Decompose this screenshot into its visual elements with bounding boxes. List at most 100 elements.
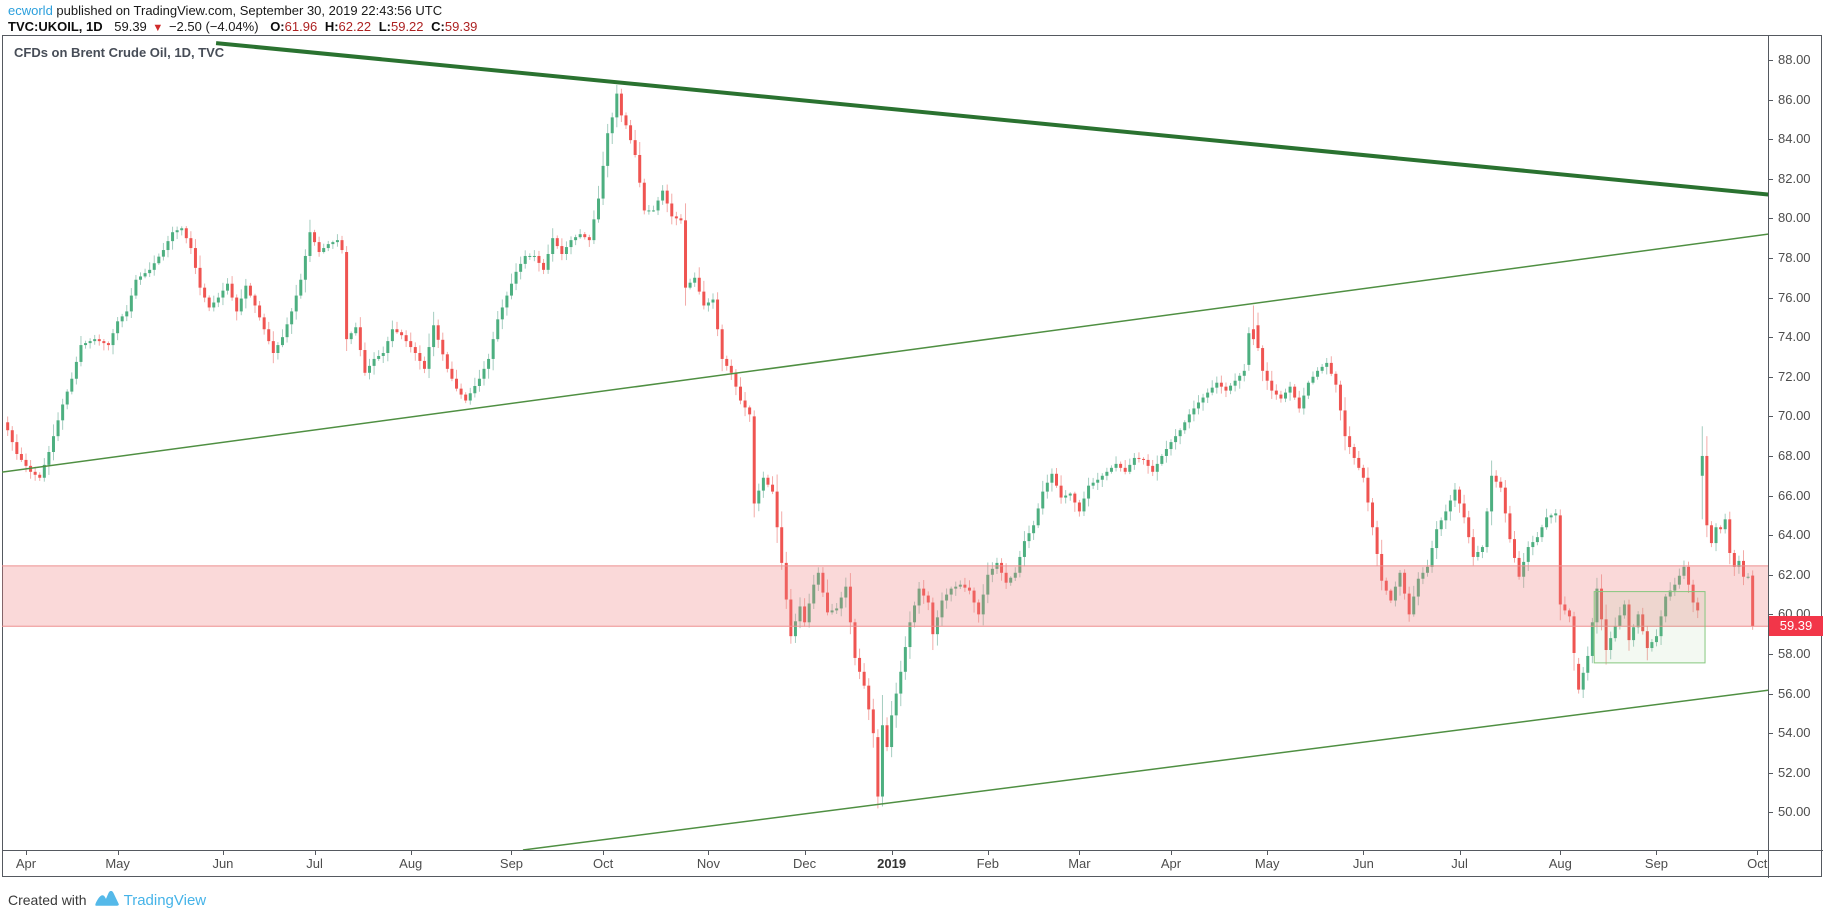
candle[interactable] [1677, 575, 1681, 585]
candle[interactable] [216, 297, 220, 303]
candle[interactable] [61, 404, 65, 421]
candle[interactable] [134, 279, 138, 296]
candle[interactable] [377, 355, 381, 359]
candle[interactable] [395, 329, 399, 333]
candle[interactable] [1192, 408, 1196, 415]
candle[interactable] [1435, 529, 1439, 549]
candle[interactable] [684, 220, 688, 288]
candle[interactable] [326, 244, 330, 249]
candle[interactable] [1723, 519, 1727, 530]
candle[interactable] [120, 316, 124, 322]
candle[interactable] [1618, 615, 1622, 627]
candle[interactable] [1316, 370, 1320, 377]
candle[interactable] [1650, 642, 1654, 649]
candle[interactable] [450, 368, 454, 379]
candle[interactable] [1187, 414, 1191, 423]
candle[interactable] [720, 329, 724, 359]
candle[interactable] [1604, 619, 1608, 651]
candle[interactable] [509, 283, 513, 296]
candle[interactable] [427, 347, 431, 369]
candle[interactable] [500, 307, 504, 320]
candle[interactable] [1558, 515, 1562, 605]
candle[interactable] [661, 190, 665, 201]
candle[interactable] [880, 725, 884, 797]
candle[interactable] [1238, 375, 1242, 381]
candle[interactable] [1109, 467, 1113, 472]
candle[interactable] [1586, 655, 1590, 673]
candle[interactable] [400, 332, 404, 336]
trendline-mid-rising-channel[interactable] [2, 233, 1768, 473]
candle[interactable] [93, 339, 97, 342]
candle[interactable] [1050, 473, 1054, 483]
candle[interactable] [1077, 502, 1081, 512]
candle[interactable] [313, 232, 317, 243]
candle[interactable] [116, 321, 120, 334]
candle[interactable] [207, 297, 211, 308]
candle[interactable] [642, 182, 646, 211]
candle[interactable] [1654, 636, 1658, 643]
candle[interactable] [1306, 382, 1310, 396]
candle[interactable] [578, 234, 582, 238]
candle[interactable] [1425, 566, 1429, 573]
candle[interactable] [940, 600, 944, 618]
candlestick-series[interactable] [6, 84, 1755, 809]
candle[interactable] [1719, 527, 1723, 530]
candle[interactable] [1338, 384, 1342, 411]
candle[interactable] [725, 358, 729, 366]
trendline-lower-support[interactable] [522, 689, 1768, 850]
candle[interactable] [285, 324, 289, 338]
candle[interactable] [967, 587, 971, 591]
candle[interactable] [303, 255, 307, 280]
candle[interactable] [1128, 464, 1132, 472]
candle[interactable] [514, 271, 518, 284]
candle[interactable] [793, 621, 797, 637]
candle[interactable] [1384, 580, 1388, 591]
candle[interactable] [42, 464, 46, 478]
candle[interactable] [1032, 525, 1036, 534]
candle[interactable] [1366, 477, 1370, 503]
candle[interactable] [1696, 602, 1700, 611]
candle[interactable] [1407, 593, 1411, 615]
candle[interactable] [1087, 485, 1091, 499]
candle[interactable] [221, 290, 225, 298]
candle[interactable] [1013, 572, 1017, 578]
candle[interactable] [780, 527, 784, 563]
candle[interactable] [1142, 458, 1146, 460]
candle[interactable] [262, 317, 266, 330]
candle[interactable] [1430, 548, 1434, 567]
candle[interactable] [308, 232, 312, 256]
candle[interactable] [601, 165, 605, 199]
candle[interactable] [1068, 493, 1072, 496]
candle[interactable] [821, 572, 825, 593]
candle[interactable] [1174, 436, 1178, 443]
candle[interactable] [1247, 333, 1251, 365]
candle[interactable] [752, 416, 756, 504]
candle[interactable] [1201, 397, 1205, 403]
candle[interactable] [445, 354, 449, 369]
candle[interactable] [633, 140, 637, 155]
candle[interactable] [1476, 551, 1480, 557]
candle[interactable] [711, 299, 715, 303]
candle[interactable] [766, 477, 770, 485]
candle[interactable] [551, 238, 555, 254]
candle[interactable] [335, 240, 339, 243]
candle[interactable] [871, 709, 875, 734]
candle[interactable] [271, 341, 275, 354]
candle[interactable] [1022, 541, 1026, 557]
candle[interactable] [674, 216, 678, 219]
candle[interactable] [125, 311, 129, 317]
candle[interactable] [1393, 586, 1397, 601]
candle[interactable] [1178, 430, 1182, 437]
candle[interactable] [1421, 572, 1425, 579]
candle[interactable] [1027, 533, 1031, 542]
candle[interactable] [1600, 588, 1604, 620]
candle[interactable] [280, 337, 284, 346]
candle[interactable] [331, 242, 335, 245]
candle[interactable] [1467, 517, 1471, 538]
candle[interactable] [1004, 572, 1008, 583]
candle[interactable] [193, 248, 197, 268]
candle[interactable] [972, 590, 976, 603]
candle[interactable] [1105, 471, 1109, 476]
trendline-upper-resistance-thick[interactable] [215, 41, 1768, 197]
candle[interactable] [239, 298, 243, 312]
